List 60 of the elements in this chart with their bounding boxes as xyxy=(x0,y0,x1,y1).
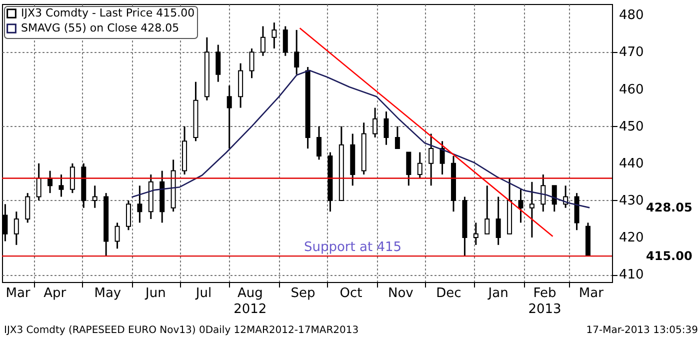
candlestick xyxy=(282,25,288,57)
text: 17-Mar-2013 13:05:39 xyxy=(586,325,698,336)
y-tick-label: 420 xyxy=(619,230,644,246)
x-tick-label: Aug 2012 xyxy=(234,286,267,317)
y-tick-label: 480 xyxy=(619,8,644,24)
candlestick xyxy=(70,162,75,194)
y-tick-label: 440 xyxy=(619,156,644,172)
candlestick xyxy=(518,188,524,224)
candlestick xyxy=(294,29,300,76)
candlestick xyxy=(394,126,400,150)
x-tick-label: Jun xyxy=(144,286,166,301)
y-tick-label: 460 xyxy=(619,82,644,98)
y-tick-label: 410 xyxy=(619,268,644,283)
x-tick-label: Jan xyxy=(487,286,508,301)
candlestick xyxy=(473,222,478,246)
x-tick-label: Nov xyxy=(388,286,414,301)
candlestick xyxy=(406,152,412,186)
candlestick xyxy=(272,22,277,50)
candlestick xyxy=(92,184,98,209)
x-tick-label: Feb 2013 xyxy=(528,286,562,317)
candlestick xyxy=(260,25,266,57)
candlestick xyxy=(58,174,64,198)
x-tick-label: Jul xyxy=(194,286,212,301)
line-series xyxy=(131,70,590,208)
candlestick xyxy=(496,196,501,246)
candlestick xyxy=(552,184,557,212)
candlestick xyxy=(417,152,422,179)
candlestick xyxy=(384,110,389,146)
candlestick xyxy=(126,200,131,231)
candlestick xyxy=(372,107,378,138)
ref-line-label: Support at 415 xyxy=(304,240,402,256)
candlestick xyxy=(249,48,254,79)
x-tick-label: May xyxy=(94,286,122,301)
candlestick xyxy=(540,174,546,212)
candlestick xyxy=(484,184,490,235)
candlestick xyxy=(36,162,42,202)
candlestick xyxy=(137,184,142,224)
x-tick-label: Apr xyxy=(44,286,67,301)
x-tick-label: Mar xyxy=(6,286,31,301)
x-tick-label: Oct xyxy=(340,286,362,301)
candlestick xyxy=(226,84,232,150)
candlestick xyxy=(25,192,30,224)
legend-label: IJX3 Comdty - Last Price 415.00 xyxy=(21,6,195,20)
candlestick xyxy=(440,140,445,176)
candlestick xyxy=(428,132,434,186)
candlestick xyxy=(114,222,120,250)
legend-label: SMAVG (55) on Close 428.05 xyxy=(21,22,180,34)
y-tick-label: 470 xyxy=(619,45,644,60)
y-tick-label: 450 xyxy=(619,119,644,134)
candlestick xyxy=(216,44,221,83)
candlestick xyxy=(529,181,534,238)
candlestick xyxy=(14,210,19,246)
x-tick-label: Sep xyxy=(290,286,316,301)
text: IJX3 Comdty (RAPESEED EURO Nov13) 0Daily 12MAR2012-17MAR2013 xyxy=(4,325,359,336)
candlestick xyxy=(316,126,322,160)
x-tick-label: Mar xyxy=(578,286,604,301)
y-tick-label: 430 xyxy=(619,193,644,208)
x-tick-label: Dec xyxy=(436,286,462,301)
text: 415.00 xyxy=(646,249,692,264)
text: 428.05 xyxy=(646,200,692,215)
